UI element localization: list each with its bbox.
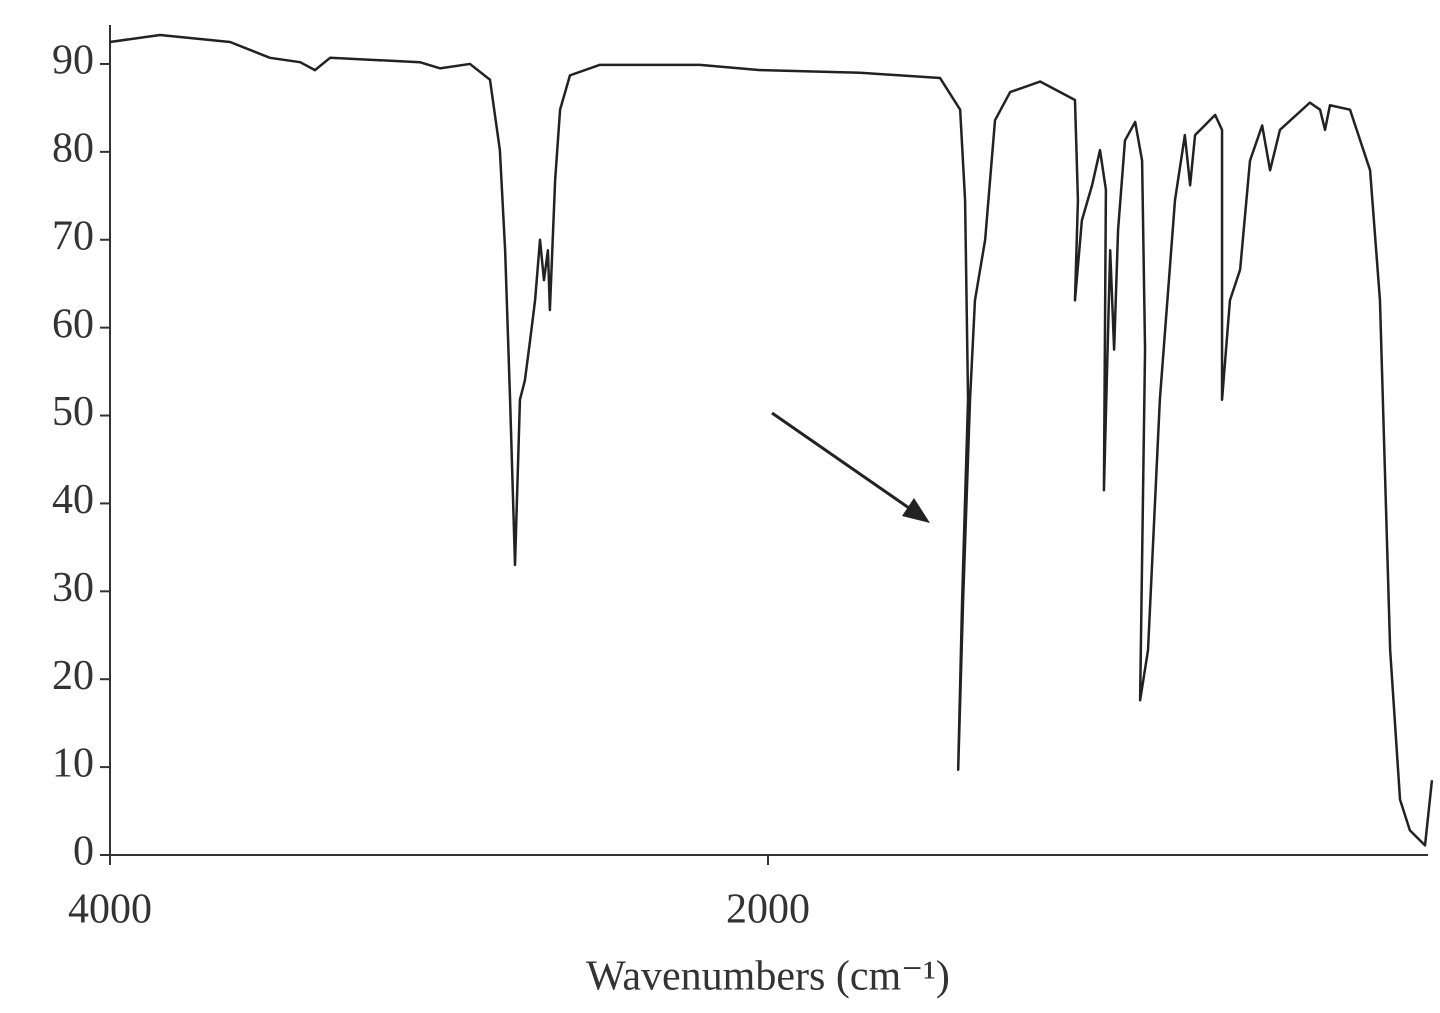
y-tick-label: 60 <box>52 301 94 347</box>
y-tick-label: 0 <box>73 829 94 875</box>
y-tick-label: 80 <box>52 125 94 171</box>
annotation-arrow <box>771 411 930 523</box>
y-tick-label: 10 <box>52 741 94 787</box>
y-tick-label: 90 <box>52 38 94 84</box>
x-tick-label: 2000 <box>726 887 810 933</box>
x-tick-label: 4000 <box>68 887 152 933</box>
y-tick-label: 30 <box>52 565 94 611</box>
y-tick-label: 70 <box>52 213 94 259</box>
y-tick-label: 50 <box>52 389 94 435</box>
y-tick-label: 20 <box>52 653 94 699</box>
y-tick-label: 40 <box>52 477 94 523</box>
x-axis-label: Wavenumbers (cm⁻¹) <box>586 954 950 1000</box>
spectrum-line <box>109 33 1434 847</box>
